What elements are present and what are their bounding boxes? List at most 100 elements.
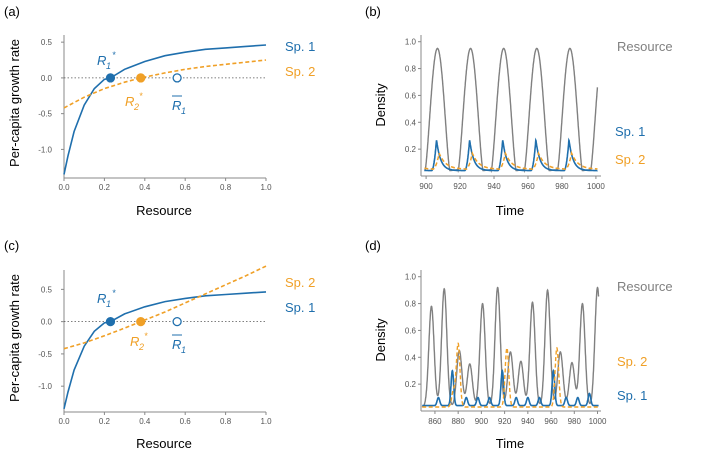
b-xlabel: Time: [496, 203, 524, 218]
panel-a-xticks: 0.0 0.2 0.4 0.6 0.8 1.0: [58, 183, 272, 192]
d-legend-sp2: Sp. 2: [617, 354, 647, 369]
c-r1-bar-label: R 1: [172, 334, 186, 355]
d-xtick-label: 980: [568, 417, 582, 426]
svg-text:*: *: [144, 331, 148, 341]
d-ytick-label: 0.6: [405, 326, 417, 335]
panel-c: (c) 0.5 0.0 -0.5 -1.0 0.0 0.2 0.4 0.6 0.…: [4, 238, 315, 451]
b-ytick-label: 1.0: [405, 38, 417, 47]
c-xtick-label: 0.4: [139, 417, 151, 426]
panel-c-axes: [61, 270, 267, 415]
a-xtick-label: 0.0: [58, 183, 70, 192]
d-xtick-label: 880: [451, 417, 465, 426]
panel-a: (a) 0.5 0.0 -0.5 -1.0 0.0 0.2 0.4 0.6 0.…: [4, 4, 315, 218]
panel-b-yticks: 0.2 0.4 0.6 0.8 1.0: [405, 38, 417, 154]
a-xtick-label: 0.6: [180, 183, 192, 192]
a-r2-star-label: R 2 *: [125, 91, 143, 112]
d-ylabel: Density: [373, 318, 388, 362]
d-xtick-label: 900: [475, 417, 489, 426]
a-ytick-label: -0.5: [38, 110, 52, 119]
b-xtick-label: 920: [453, 182, 467, 191]
panel-d: (d) 0.2 0.4 0.6 0.8 1.0 860 880 900 920 …: [365, 238, 673, 451]
panel-c-label: (c): [4, 238, 19, 253]
svg-text:R: R: [130, 334, 139, 349]
c-xtick-label: 0.8: [220, 417, 232, 426]
c-ytick-label: 0.5: [41, 285, 53, 294]
d-xtick-label: 1000: [589, 417, 607, 426]
a-ylabel: Per-capita growth rate: [7, 39, 22, 167]
panel-c-yticks: 0.5 0.0 -0.5 -1.0: [38, 285, 52, 391]
panel-d-axes: [418, 270, 601, 414]
panel-a-axes: [61, 35, 267, 181]
a-xtick-label: 1.0: [260, 183, 272, 192]
d-ytick-label: 1.0: [405, 273, 417, 282]
panel-b-axes: [418, 35, 601, 179]
c-ytick-label: -1.0: [38, 382, 52, 391]
a-r1-star-label: R 1 *: [97, 50, 116, 71]
b-xtick-label: 980: [555, 182, 569, 191]
a-xlabel: Resource: [136, 203, 192, 218]
c-r1-bar-point: [172, 316, 182, 327]
d-legend-sp1: Sp. 1: [617, 388, 647, 403]
panel-a-label: (a): [4, 4, 20, 19]
a-ytick-label: -1.0: [38, 145, 52, 154]
a-ytick-label: 0.5: [41, 38, 53, 47]
panel-d-xticks: 860 880 900 920 940 960 980 1000: [428, 417, 607, 426]
b-legend-resource: Resource: [617, 39, 673, 54]
d-xtick-label: 960: [544, 417, 558, 426]
a-xtick-label: 0.4: [139, 183, 151, 192]
b-xtick-label: 960: [521, 182, 535, 191]
b-xtick-label: 940: [487, 182, 501, 191]
a-xtick-label: 0.8: [220, 183, 232, 192]
svg-text:*: *: [112, 50, 116, 60]
c-ytick-label: 0.0: [41, 318, 53, 327]
b-ylabel: Density: [373, 83, 388, 127]
a-ytick-label: 0.0: [41, 74, 53, 83]
b-ytick-label: 0.2: [405, 145, 417, 154]
c-r1-star-point: [105, 316, 116, 327]
d-xlabel: Time: [496, 436, 524, 451]
a-xtick-label: 0.2: [99, 183, 111, 192]
c-sp2-curve: [63, 265, 267, 350]
svg-text:*: *: [112, 288, 116, 298]
a-r1-star-point: [105, 73, 116, 83]
d-sp2-curve: [422, 342, 599, 408]
a-sp2-curve: [63, 59, 267, 109]
a-legend-sp2: Sp. 2: [285, 64, 315, 79]
c-xtick-label: 1.0: [260, 417, 272, 426]
svg-text:2: 2: [138, 342, 144, 352]
a-r1-bar-point: [172, 73, 182, 83]
svg-text:R: R: [97, 291, 106, 306]
svg-text:2: 2: [133, 102, 139, 112]
a-r2-star-point: [136, 73, 146, 83]
panel-c-xticks: 0.0 0.2 0.4 0.6 0.8 1.0: [58, 417, 272, 426]
c-legend-sp2: Sp. 2: [285, 275, 315, 290]
c-xtick-label: 0.2: [99, 417, 111, 426]
svg-text:R: R: [172, 337, 181, 352]
c-r1-star-label: R 1 *: [97, 288, 116, 309]
b-ytick-label: 0.6: [405, 91, 417, 100]
a-legend-sp1: Sp. 1: [285, 39, 315, 54]
svg-text:1: 1: [181, 106, 186, 116]
c-xlabel: Resource: [136, 436, 192, 451]
b-sp1-curve: [424, 137, 598, 172]
d-legend-resource: Resource: [617, 279, 673, 294]
c-xtick-label: 0.6: [180, 417, 192, 426]
d-xtick-label: 940: [521, 417, 535, 426]
d-resource-curve: [421, 286, 600, 408]
panel-d-yticks: 0.2 0.4 0.6 0.8 1.0: [405, 273, 417, 389]
d-ytick-label: 0.2: [405, 380, 417, 389]
b-xtick-label: 900: [419, 182, 433, 191]
b-legend-sp1: Sp. 1: [615, 124, 645, 139]
a-sp1-curve: [63, 44, 267, 175]
c-ytick-label: -0.5: [38, 350, 52, 359]
b-ytick-label: 0.4: [405, 118, 417, 127]
b-sp2-curve: [424, 150, 598, 171]
panel-b: (b) 0.2 0.4 0.6 0.8 1.0 900 920 940 960 …: [365, 4, 673, 218]
c-legend-sp1: Sp. 1: [285, 300, 315, 315]
svg-text:1: 1: [181, 345, 186, 355]
c-xtick-label: 0.0: [58, 417, 70, 426]
panel-b-label: (b): [365, 4, 381, 19]
svg-text:R: R: [125, 94, 134, 109]
c-r2-star-label: R 2 *: [130, 331, 148, 352]
panel-b-xticks: 900 920 940 960 980 1000: [419, 182, 605, 191]
